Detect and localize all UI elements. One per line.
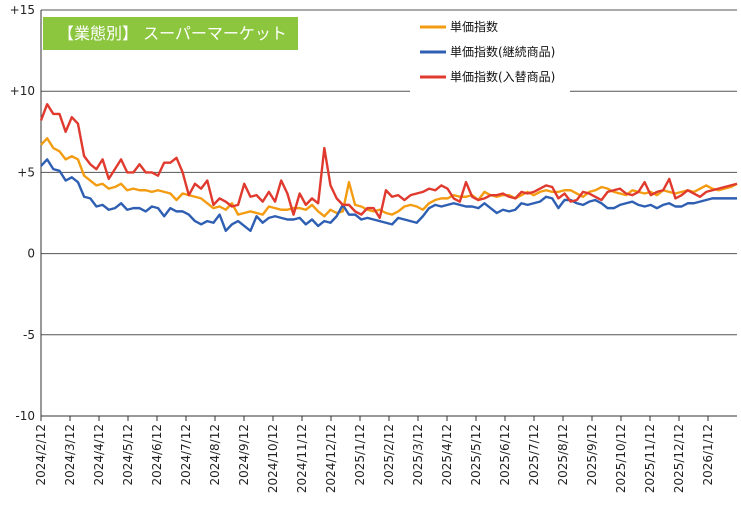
x-tick-label: 2025/2/12 [382, 424, 396, 486]
x-tick-label: 2025/9/12 [585, 424, 599, 486]
title-badge: 【業態別】 スーパーマーケット [43, 17, 298, 50]
series-line-2 [40, 158, 737, 233]
series-layer [39, 102, 738, 233]
x-tick-label: 2025/5/12 [469, 424, 483, 486]
y-tick-label: -10 [15, 409, 35, 423]
x-tick-label: 2025/11/12 [643, 424, 657, 493]
chart-title: 【業態別】 スーパーマーケット [58, 24, 287, 43]
series-line-3 [39, 102, 738, 220]
x-tick-label: 2024/10/12 [266, 424, 280, 493]
x-tick-label: 2024/12/12 [324, 424, 338, 493]
x-tick-label: 2025/1/12 [353, 424, 367, 486]
x-tick-label: 2025/7/12 [527, 424, 541, 486]
x-tick-label: 2024/11/12 [295, 424, 309, 493]
x-tick-label: 2024/8/12 [208, 424, 222, 486]
x-tick-label: 2024/7/12 [179, 424, 193, 486]
y-tick-label: +5 [17, 165, 35, 179]
x-tick-label: 2024/6/12 [150, 424, 164, 486]
x-tick-label: 2025/3/12 [411, 424, 425, 486]
x-tick-label: 2024/3/12 [63, 424, 77, 486]
x-tick-label: 2025/8/12 [556, 424, 570, 486]
x-tick-label: 2026/1/12 [701, 424, 715, 486]
title-badge-background [43, 17, 298, 50]
x-tick-label: 2024/4/12 [92, 424, 106, 486]
y-tick-label: -5 [23, 328, 35, 342]
legend-label: 単価指数(入替商品) [450, 69, 555, 84]
x-tick-label: 2025/6/12 [498, 424, 512, 486]
y-tick-label: 0 [27, 247, 35, 261]
x-tick-label: 2024/2/12 [34, 424, 48, 486]
series-line-1 [40, 137, 738, 218]
x-tick-label: 2025/4/12 [440, 424, 454, 486]
y-tick-label: +15 [10, 3, 35, 17]
legend-label: 単価指数 [450, 19, 498, 34]
x-tick-label: 2024/5/12 [121, 424, 135, 486]
x-tick-label: 2024/9/12 [237, 424, 251, 486]
y-tick-label: +10 [10, 84, 35, 98]
x-tick-label: 2025/10/12 [614, 424, 628, 493]
legend-label: 単価指数(継続商品) [450, 44, 555, 59]
x-tick-label: 2025/12/12 [672, 424, 686, 493]
